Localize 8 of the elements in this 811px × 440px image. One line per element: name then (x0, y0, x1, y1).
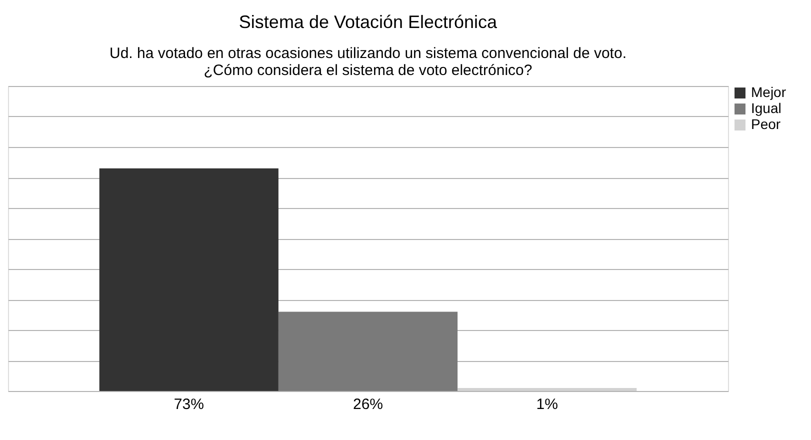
legend-label: Mejor (751, 84, 786, 100)
data-label: 73% (174, 396, 204, 413)
legend-label: Igual (751, 100, 782, 116)
chart-title: Sistema de Votación Electrónica (238, 12, 498, 32)
chart-subtitle: Ud. ha votado en otras ocasiones utilizando un sistema convencional de voto. ¿Cómo considera el sistema de voto electrónico? (110, 45, 626, 79)
data-label: 26% (352, 396, 384, 413)
legend-label: Peor (751, 116, 781, 132)
data-label: 1% (536, 396, 558, 413)
